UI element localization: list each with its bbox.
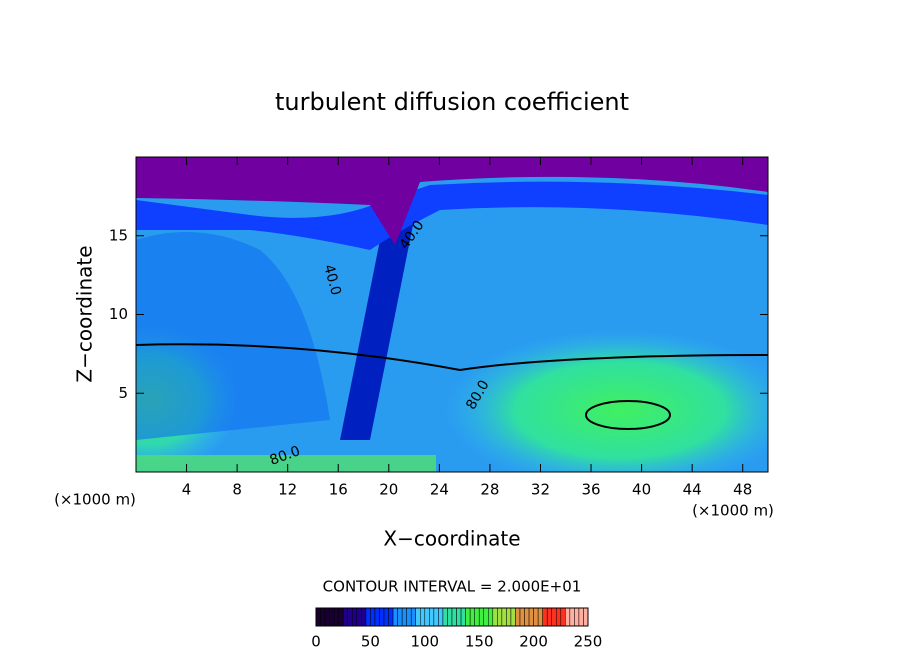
colorbar-segment bbox=[356, 607, 362, 627]
colorbar-segment bbox=[347, 607, 353, 627]
x-tick-label: 20 bbox=[379, 481, 398, 499]
colorbar-segment bbox=[456, 607, 462, 627]
colorbar-segment bbox=[438, 607, 444, 627]
x-tick-label: 24 bbox=[430, 481, 449, 499]
y-tick-label: 15 bbox=[109, 226, 128, 244]
x-axis-label: X−coordinate bbox=[383, 527, 520, 551]
colorbar-segment bbox=[388, 607, 394, 627]
colorbar-segment bbox=[370, 607, 376, 627]
colorbar-segment bbox=[488, 607, 494, 627]
colorbar-segment bbox=[460, 607, 466, 627]
colorbar-segment bbox=[556, 607, 562, 627]
x-tick-label: 8 bbox=[232, 481, 242, 499]
x-tick-label: 28 bbox=[480, 481, 499, 499]
colorbar-segment bbox=[578, 607, 584, 627]
colorbar-tick-label: 0 bbox=[311, 633, 321, 651]
colorbar-segment bbox=[338, 607, 344, 627]
colorbar-segment bbox=[410, 607, 416, 627]
colorbar-segment bbox=[333, 607, 339, 627]
colorbar-segment bbox=[401, 607, 407, 627]
colorbar-segment bbox=[519, 607, 525, 627]
colorbar-segment bbox=[447, 607, 453, 627]
contour-field bbox=[136, 157, 768, 472]
y-tick-label: 5 bbox=[118, 384, 128, 402]
colorbar-segment bbox=[442, 607, 448, 627]
colorbar-segment bbox=[497, 607, 503, 627]
colorbar-segment bbox=[392, 607, 398, 627]
colorbar-segment bbox=[469, 607, 475, 627]
colorbar-segment bbox=[560, 607, 566, 627]
colorbar-segment bbox=[315, 607, 321, 627]
colorbar-segment bbox=[546, 607, 552, 627]
colorbar-tick-label: 50 bbox=[361, 633, 380, 651]
colorbar-segment bbox=[342, 607, 348, 627]
colorbar-segment bbox=[424, 607, 430, 627]
colorbar-segment bbox=[569, 607, 575, 627]
colorbar-segment bbox=[565, 607, 571, 627]
contour-interval: CONTOUR INTERVAL = 2.000E+01 bbox=[323, 578, 582, 596]
colorbar-segment bbox=[374, 607, 380, 627]
colorbar-tick-label: 250 bbox=[574, 633, 603, 651]
colorbar-segment bbox=[483, 607, 489, 627]
y-axis-label: Z−coordinate bbox=[73, 245, 97, 382]
x-tick-label: 44 bbox=[683, 481, 702, 499]
x-tick-label: 36 bbox=[581, 481, 600, 499]
colorbar-segment bbox=[433, 607, 439, 627]
chart-title: turbulent diffusion coefficient bbox=[275, 88, 629, 116]
colorbar-segment bbox=[478, 607, 484, 627]
colorbar-segment bbox=[451, 607, 457, 627]
x-tick-label: 4 bbox=[182, 481, 192, 499]
colorbar-segment bbox=[506, 607, 512, 627]
colorbar-segment bbox=[383, 607, 389, 627]
colorbar-segment bbox=[492, 607, 498, 627]
y-tick-label: 10 bbox=[109, 305, 128, 323]
x-tick-label: 32 bbox=[531, 481, 550, 499]
colorbar-tick-label: 200 bbox=[519, 633, 548, 651]
colorbar-segment bbox=[551, 607, 557, 627]
colorbar-segment bbox=[524, 607, 530, 627]
x-tick-label: 12 bbox=[278, 481, 297, 499]
colorbar-segment bbox=[542, 607, 548, 627]
colorbar-segment bbox=[406, 607, 412, 627]
colorbar-segment bbox=[420, 607, 426, 627]
colorbar-segment bbox=[574, 607, 580, 627]
colorbar-segment bbox=[415, 607, 421, 627]
colorbar-segment bbox=[324, 607, 330, 627]
colorbar-segment bbox=[501, 607, 507, 627]
colorbar-segment bbox=[528, 607, 534, 627]
x-units: (×1000 m) bbox=[692, 502, 774, 520]
colorbar-segment bbox=[465, 607, 471, 627]
contour-label: 40.0 bbox=[320, 263, 344, 297]
colorbar-frame bbox=[315, 607, 589, 627]
x-origin-units: (×1000 m) bbox=[54, 491, 136, 509]
colorbar-segment bbox=[510, 607, 516, 627]
colorbar-segment bbox=[474, 607, 480, 627]
x-tick-label: 40 bbox=[632, 481, 651, 499]
x-tick-label: 16 bbox=[329, 481, 348, 499]
colorbar-segment bbox=[352, 607, 358, 627]
colorbar-segment bbox=[320, 607, 326, 627]
colorbar-segment bbox=[515, 607, 521, 627]
colorbar-segment bbox=[429, 607, 435, 627]
colorbar-segment bbox=[583, 607, 589, 627]
colorbar-tick-label: 100 bbox=[410, 633, 439, 651]
colorbar-segment bbox=[361, 607, 367, 627]
colorbar-segment bbox=[329, 607, 335, 627]
x-tick-label: 48 bbox=[733, 481, 752, 499]
colorbar-segment bbox=[537, 607, 543, 627]
colorbar-segment bbox=[365, 607, 371, 627]
colorbar-segment bbox=[533, 607, 539, 627]
colorbar-segment bbox=[397, 607, 403, 627]
colorbar-segment bbox=[379, 607, 385, 627]
colorbar-tick-label: 150 bbox=[465, 633, 494, 651]
